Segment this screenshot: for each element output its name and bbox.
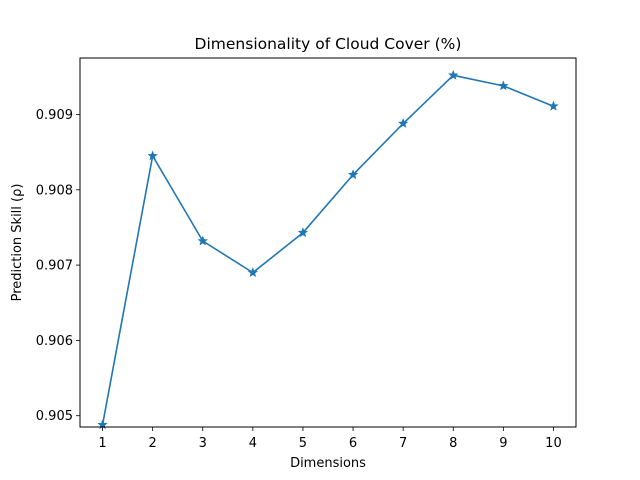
ticks-layer: 1 2 3 4 5 6 7 8 9 10 0.905 0.906 0.907 0.908 0.909 bbox=[36, 108, 562, 451]
data-point-star-marker bbox=[398, 118, 409, 128]
y-tick-label: 0.905 bbox=[36, 409, 73, 424]
data-point-star-marker bbox=[147, 150, 158, 161]
x-tick-label: 2 bbox=[149, 436, 157, 451]
x-tick-label: 6 bbox=[349, 436, 357, 451]
y-tick-label: 0.908 bbox=[36, 183, 73, 198]
plot-background bbox=[80, 58, 576, 427]
data-point-star-marker bbox=[297, 227, 309, 238]
y-tick-label: 0.907 bbox=[36, 259, 73, 274]
x-tick-label: 1 bbox=[98, 436, 106, 451]
x-tick-label: 8 bbox=[449, 436, 457, 451]
data-point-star-marker bbox=[548, 100, 559, 111]
y-axis-label: Prediction Skill (ρ) bbox=[10, 184, 25, 302]
x-tick-label: 4 bbox=[249, 436, 257, 451]
data-point-star-marker bbox=[498, 80, 509, 91]
data-point-star-marker bbox=[197, 235, 208, 246]
x-tick-label: 5 bbox=[299, 436, 307, 451]
y-tick-label: 0.909 bbox=[36, 108, 73, 123]
x-tick-label: 10 bbox=[545, 436, 562, 451]
data-point-star-marker bbox=[347, 169, 359, 180]
x-axis-label: Dimensions bbox=[290, 456, 366, 471]
x-tick-label: 7 bbox=[399, 436, 407, 451]
data-point-star-marker bbox=[448, 69, 459, 80]
x-tick-label: 3 bbox=[199, 436, 207, 451]
series-layer bbox=[97, 69, 559, 430]
data-point-star-marker bbox=[247, 267, 258, 278]
chart-title: Dimensionality of Cloud Cover (%) bbox=[195, 35, 462, 53]
x-tick-label: 9 bbox=[499, 436, 507, 451]
series-line bbox=[101, 74, 555, 426]
y-tick-label: 0.906 bbox=[36, 334, 73, 349]
plot-frame bbox=[79, 57, 577, 428]
